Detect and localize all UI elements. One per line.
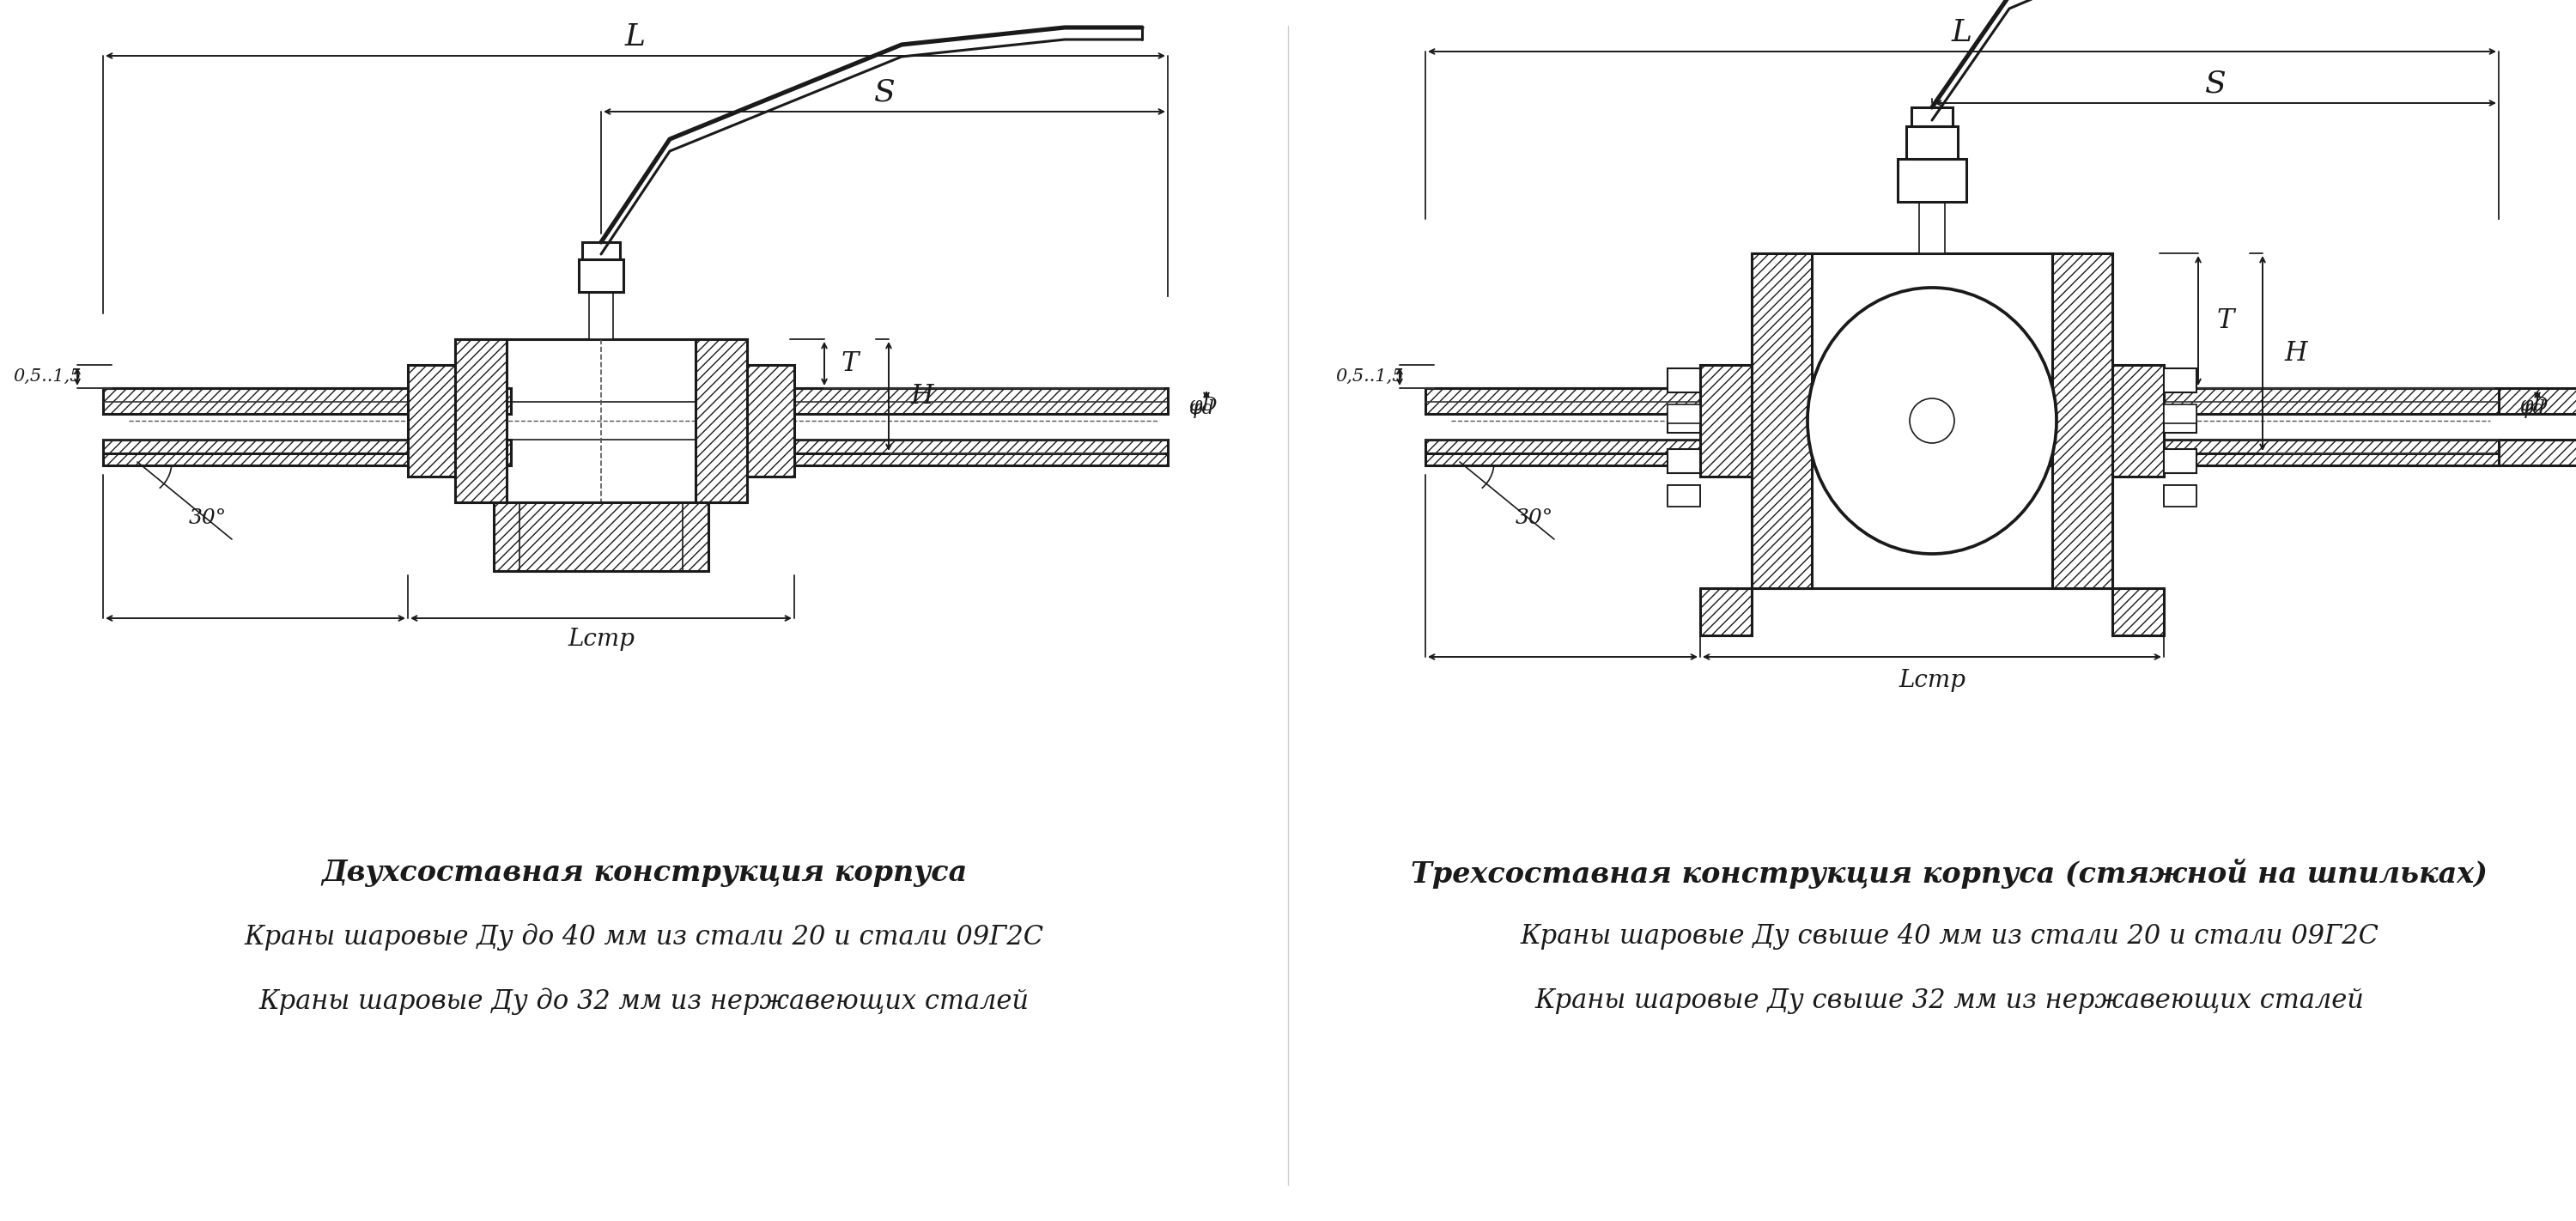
Bar: [1667, 485, 1700, 504]
Bar: [1425, 388, 2576, 414]
Bar: [1906, 126, 1958, 159]
Text: φd: φd: [1190, 399, 1216, 418]
Bar: [2164, 404, 2197, 424]
Bar: [1667, 449, 1700, 473]
Text: φD: φD: [1190, 396, 1218, 415]
Bar: [1425, 440, 2576, 465]
Text: L: L: [626, 22, 647, 51]
Bar: [580, 259, 623, 292]
Bar: [696, 339, 747, 502]
Text: Трехсоставная конструкция корпуса (стяжной на шпильках): Трехсоставная конструкция корпуса (стяжн…: [1412, 858, 2488, 889]
Bar: [2164, 369, 2197, 392]
Bar: [103, 388, 510, 414]
Text: H: H: [2285, 339, 2308, 366]
Text: S: S: [873, 78, 894, 107]
Bar: [590, 292, 613, 339]
Text: 0,5..1,5: 0,5..1,5: [1334, 368, 1404, 385]
Bar: [1667, 369, 1700, 392]
Bar: [582, 242, 621, 259]
Bar: [2112, 589, 2164, 635]
Bar: [1919, 201, 1945, 253]
Bar: [2159, 440, 2499, 465]
Bar: [1700, 365, 1752, 476]
Text: 0,5..1,5: 0,5..1,5: [13, 368, 82, 385]
Bar: [103, 440, 510, 465]
Bar: [2164, 485, 2197, 504]
Bar: [495, 502, 708, 571]
Bar: [2164, 409, 2197, 432]
Text: Краны шаровые Ду до 32 мм из нержавеющих сталей: Краны шаровые Ду до 32 мм из нержавеющих…: [258, 988, 1028, 1015]
Bar: [793, 440, 1167, 465]
Bar: [2112, 365, 2164, 476]
Text: Lстр: Lстр: [1899, 669, 1965, 692]
Text: Краны шаровые Ду свыше 32 мм из нержавеющих сталей: Краны шаровые Ду свыше 32 мм из нержавею…: [1535, 988, 2365, 1015]
Bar: [456, 339, 507, 502]
Bar: [1667, 485, 1700, 507]
Bar: [1700, 589, 1752, 635]
Ellipse shape: [1808, 288, 2056, 554]
Text: φd: φd: [2519, 399, 2545, 418]
Bar: [407, 365, 456, 476]
Text: Lстр: Lстр: [567, 628, 634, 651]
Text: Двухсоставная конструкция корпуса: Двухсоставная конструкция корпуса: [322, 858, 966, 886]
Bar: [2053, 253, 2112, 589]
Bar: [2164, 449, 2197, 473]
Bar: [2164, 485, 2197, 507]
Bar: [1667, 409, 1700, 432]
Text: T: T: [2218, 306, 2233, 333]
Bar: [747, 365, 793, 476]
Text: 30°: 30°: [1515, 508, 1553, 527]
Text: T: T: [842, 350, 858, 376]
Ellipse shape: [1909, 398, 1955, 443]
Bar: [793, 388, 1167, 414]
Bar: [2159, 388, 2499, 414]
Text: φD: φD: [2519, 396, 2548, 415]
Text: L: L: [1953, 18, 1973, 48]
Text: S: S: [2205, 70, 2226, 99]
Bar: [1899, 159, 1965, 201]
Bar: [1752, 253, 1811, 589]
Bar: [1911, 107, 1953, 126]
Text: 30°: 30°: [188, 508, 227, 527]
Text: Краны шаровые Ду до 40 мм из стали 20 и стали 09Г2С: Краны шаровые Ду до 40 мм из стали 20 и …: [245, 923, 1043, 950]
Text: H: H: [909, 382, 933, 409]
Text: Краны шаровые Ду свыше 40 мм из стали 20 и стали 09Г2С: Краны шаровые Ду свыше 40 мм из стали 20…: [1520, 923, 2378, 950]
Bar: [1667, 404, 1700, 424]
